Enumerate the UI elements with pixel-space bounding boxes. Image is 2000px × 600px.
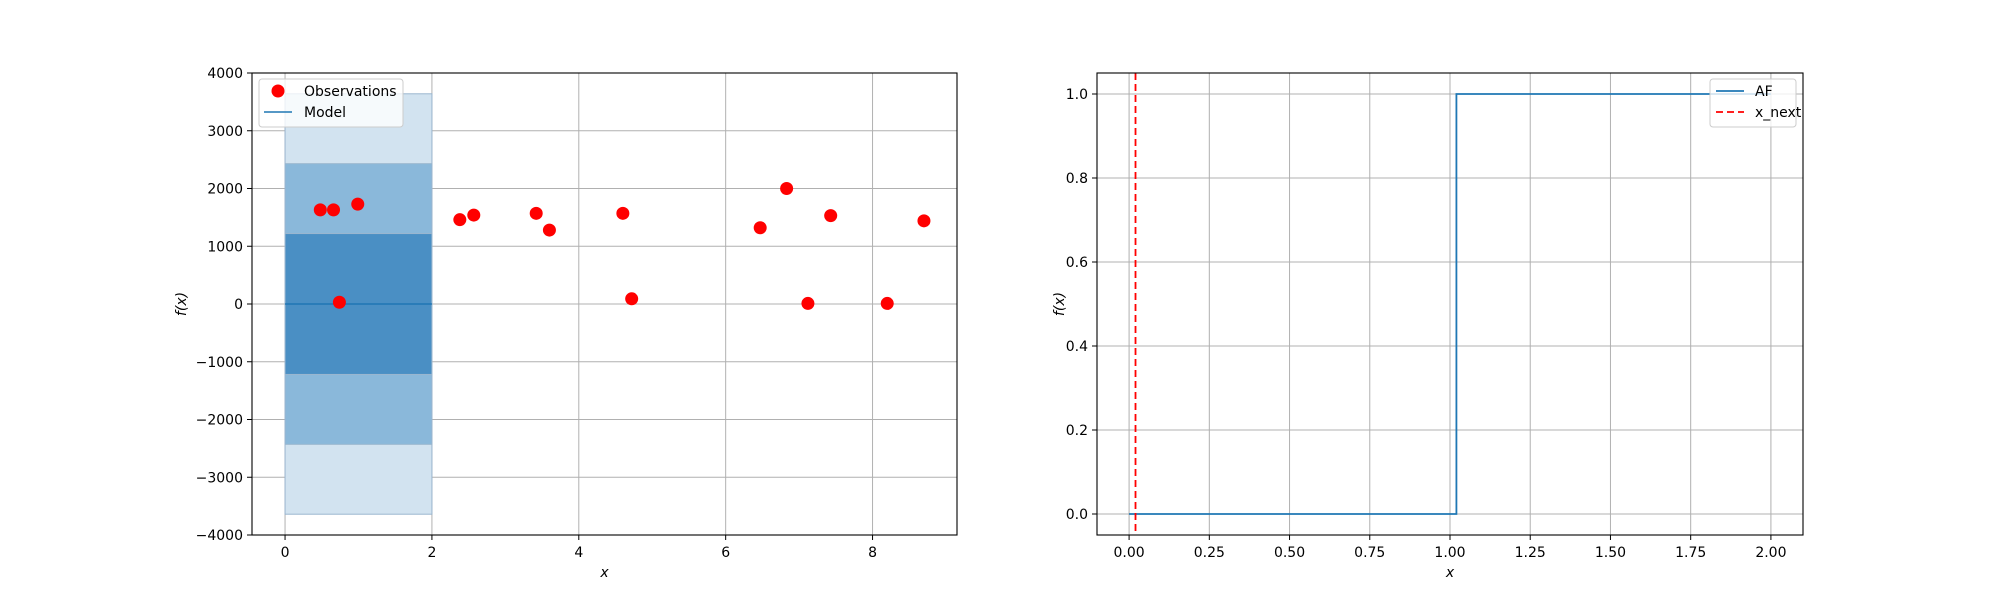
y-tick-label: −4000 xyxy=(196,528,243,544)
y-tick-label: 2000 xyxy=(207,182,243,198)
y-axis-label: f(x) xyxy=(1052,292,1068,316)
observation-point xyxy=(917,214,931,228)
observation-point xyxy=(625,292,639,306)
legend-x-next-label: x_next xyxy=(1755,105,1802,121)
y-tick-label: 0.4 xyxy=(1066,339,1088,355)
observation-point xyxy=(327,203,341,217)
observation-point xyxy=(351,197,365,211)
observation-point xyxy=(453,213,467,227)
y-tick-label: 4000 xyxy=(207,66,243,82)
observations-model-chart: 0 2 4 6 8 −4000 −3000 −2000 −1000 0 1000 2000 3000 40… xyxy=(174,66,958,581)
legend-model-label: Model xyxy=(304,105,346,121)
af-step-line xyxy=(1129,93,1771,515)
observation-point xyxy=(753,221,767,235)
y-tick-label: −3000 xyxy=(196,470,243,486)
y-tick-label: 0 xyxy=(234,297,243,313)
x-tick-label: 6 xyxy=(721,545,730,561)
x-tick-label: 0.75 xyxy=(1354,545,1385,561)
x-tick-label: 2.00 xyxy=(1755,545,1786,561)
x-tick-label: 4 xyxy=(574,545,583,561)
legend-observations-label: Observations xyxy=(304,84,397,100)
x-tick-label: 8 xyxy=(868,545,877,561)
observation-point xyxy=(824,209,838,223)
x-tick-label: 2 xyxy=(427,545,436,561)
y-tick-label: 0.0 xyxy=(1066,507,1088,523)
observation-point xyxy=(332,295,346,309)
y-axis-label: f(x) xyxy=(174,292,190,316)
observation-point xyxy=(529,206,543,220)
observation-point xyxy=(801,296,815,310)
legend-observations-marker xyxy=(271,84,285,98)
y-tick-label: −1000 xyxy=(196,355,243,371)
y-tick-label: 0.6 xyxy=(1066,255,1088,271)
legend: Observations Model xyxy=(258,78,404,128)
y-tick-label: 1.0 xyxy=(1066,87,1088,103)
legend: AF x_next xyxy=(1709,78,1802,128)
legend-af-label: AF xyxy=(1755,84,1773,100)
x-tick-label: 1.75 xyxy=(1675,545,1706,561)
observation-point xyxy=(467,208,481,222)
x-tick-label: 1.50 xyxy=(1595,545,1626,561)
acquisition-function-chart: 0.00 0.25 0.50 0.75 1.00 1.25 1.50 1.75 2.00 0.0 0… xyxy=(1052,72,1804,581)
x-tick-label: 0.00 xyxy=(1114,545,1145,561)
y-tick-label: 0.2 xyxy=(1066,423,1088,439)
x-tick-label: 0.50 xyxy=(1274,545,1305,561)
observation-point xyxy=(542,223,556,237)
legend-box xyxy=(258,78,404,128)
observation-point xyxy=(313,203,327,217)
x-tick-label: 1.25 xyxy=(1515,545,1546,561)
observation-point xyxy=(780,182,794,195)
x-axis-label: x xyxy=(599,565,609,581)
observation-point xyxy=(880,296,894,310)
y-tick-label: 0.8 xyxy=(1066,171,1088,187)
y-tick-label: −2000 xyxy=(196,413,243,429)
x-tick-label: 1.00 xyxy=(1434,545,1465,561)
observation-point xyxy=(616,206,630,220)
x-tick-label: 0 xyxy=(281,545,290,561)
y-tick-label: 1000 xyxy=(207,239,243,255)
y-tick-label: 3000 xyxy=(207,124,243,140)
x-axis-label: x xyxy=(1445,565,1455,581)
x-tick-label: 0.25 xyxy=(1194,545,1225,561)
